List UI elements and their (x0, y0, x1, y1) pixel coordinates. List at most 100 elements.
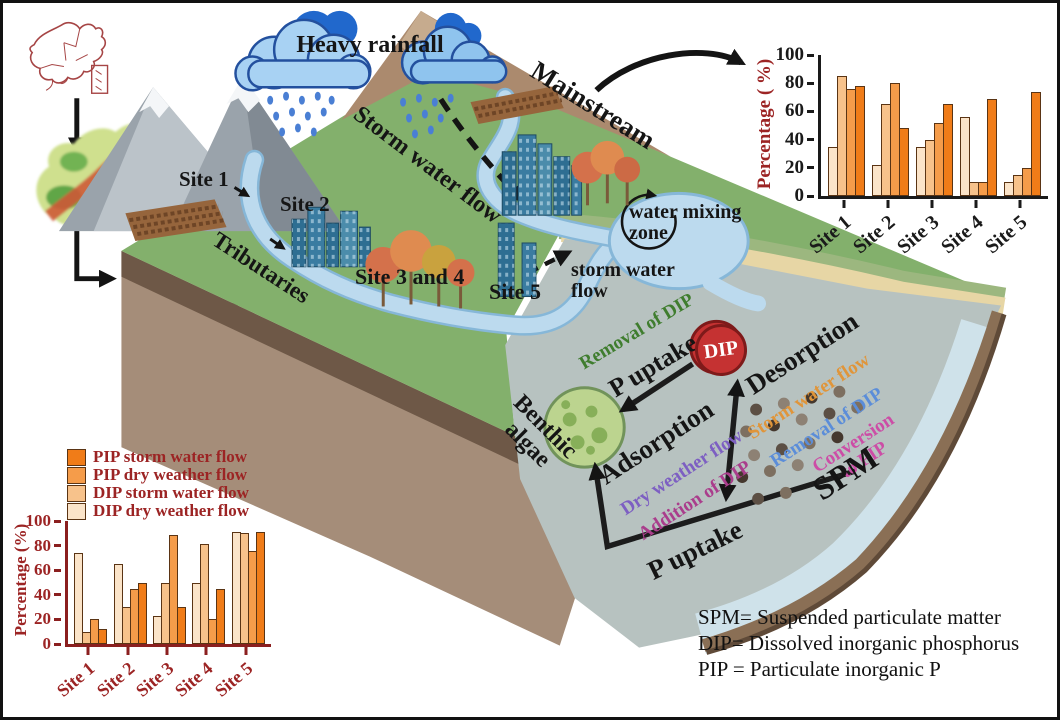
y-tick: 0 (43, 634, 61, 654)
x-tick (126, 647, 129, 655)
site2-buildings (291, 206, 371, 268)
river (233, 87, 767, 336)
bar-dip-dry-weather-flow (960, 117, 970, 196)
legend-item: PIP storm water flow (67, 447, 249, 467)
x-category-label: Site 1 (805, 211, 856, 259)
under-slab-soil-dark (705, 313, 1007, 655)
site-2-label: Site 2 (280, 192, 330, 216)
x-category-label: Site 3 (131, 658, 178, 701)
bar-dip-storm-water-flow (200, 544, 210, 644)
x-tick (974, 200, 977, 208)
water-mixing-line1: water mixing (629, 201, 742, 223)
bar-group (1004, 91, 1041, 196)
definition-spm: SPM= Suspended particulate matter (698, 605, 1001, 629)
y-tick: 40 (34, 585, 61, 605)
water-mixing-zone-label: water mixing zone (629, 202, 741, 244)
bar-group (113, 564, 147, 644)
grass-top (121, 70, 1006, 452)
bar-pip-storm-water-flow (255, 532, 265, 644)
bar-pip-storm-water-flow (176, 607, 186, 644)
bar-pip-storm-water-flow (899, 128, 909, 196)
water-column-slab (505, 239, 1002, 648)
x-tick (842, 200, 845, 208)
x-category-label: Site 4 (170, 658, 217, 701)
x-category-label: Site 2 (849, 211, 900, 259)
site5-buildings (497, 222, 537, 298)
y-tick: 0 (795, 185, 814, 207)
mainstream-percentage-chart: Percentage ( %) 0 20 40 60 80 100 Site 1 Site … (748, 31, 1057, 276)
x-category-label: Site 1 (52, 658, 99, 701)
bar-pip-storm-water-flow (1031, 91, 1041, 196)
landscape-block (121, 10, 1007, 655)
abbreviation-definitions: SPM= Suspended particulate matter DIP= D… (698, 604, 1019, 682)
legend-swatch (67, 448, 86, 466)
bar-group (916, 104, 953, 196)
legend-label: PIP dry weather flow (93, 465, 248, 484)
legend-item: PIP dry weather flow (67, 465, 249, 485)
legend-swatch (67, 466, 86, 484)
bar-pip-storm-water-flow (943, 104, 953, 196)
x-category-label: Site 5 (210, 658, 257, 701)
y-tick: 60 (34, 560, 61, 580)
x-tick (86, 647, 89, 655)
bar-group (74, 552, 108, 644)
bar-pip-storm-water-flow (855, 86, 865, 196)
legend-item: DIP storm water flow (67, 483, 249, 503)
y-axis-ticks: 0 20 40 60 80 100 (3, 511, 61, 653)
y-tick: 80 (785, 72, 814, 94)
watershed-scene (29, 10, 1007, 655)
y-tick: 40 (785, 129, 814, 151)
x-tick (244, 647, 247, 655)
spm-p-uptake-arrow (588, 461, 857, 550)
x-tick (930, 200, 933, 208)
bar-pip-storm-water-flow (987, 98, 997, 196)
storm-water-flow-small-label: storm water flow (571, 260, 675, 302)
x-tick (204, 647, 207, 655)
storm-water-small-line2: flow (571, 280, 608, 302)
autumn-trees-icon (365, 140, 641, 309)
mainstream-city-buildings (501, 134, 583, 216)
x-tick (165, 647, 168, 655)
site-3-and-4-label: Site 3 and 4 (355, 264, 465, 289)
adsorption-desorption-arrow (718, 378, 745, 503)
china-outline-map-icon (29, 21, 109, 94)
mainstream-to-chart-arrow (594, 48, 746, 93)
bar-group (152, 534, 186, 644)
legend-label: PIP storm water flow (93, 447, 248, 466)
bar-pip-storm-water-flow (98, 629, 108, 644)
site-5-label: Site 5 (489, 279, 541, 304)
storm-water-small-line1: storm water (571, 259, 675, 281)
y-tick: 20 (34, 609, 61, 629)
definition-dip: DIP= Dissolved inorganic phosphorus (698, 631, 1020, 655)
bar-pip-dry-weather-flow (168, 534, 178, 644)
city-buildings-icon (291, 134, 583, 298)
legend-swatch (67, 502, 86, 520)
y-tick: 20 (785, 157, 814, 179)
bar-group (960, 98, 997, 196)
bar-group (872, 83, 909, 196)
soil-face (121, 250, 598, 646)
x-tick (886, 200, 889, 208)
bar-pip-storm-water-flow (137, 582, 147, 644)
spm-particles-icon (736, 385, 864, 505)
farm-field-icon (125, 86, 564, 241)
raindrops-icon (267, 91, 454, 139)
legend-label: DIP storm water flow (93, 483, 249, 502)
bar-group (231, 532, 265, 644)
dem-to-block-arrow (74, 229, 117, 288)
y-axis-ticks: 0 20 40 60 80 100 (748, 44, 814, 206)
water-mixing-line2: zone (629, 222, 668, 244)
x-axis-labels: Site 1 Site 2 Site 3 Site 4 Site 5 (805, 200, 1045, 276)
bar-group (828, 76, 865, 196)
under-slab-soil (701, 310, 1005, 652)
x-category-label: Site 3 (893, 211, 944, 259)
x-tick (1018, 200, 1021, 208)
plot-area (818, 55, 1048, 199)
plot-area (65, 521, 271, 647)
x-category-label: Site 4 (937, 211, 988, 259)
definition-pip: PIP = Particulate inorganic P (698, 657, 941, 681)
tributaries-percentage-chart: PIP storm water flow PIP dry weather flow… (3, 443, 373, 717)
y-tick: 80 (34, 536, 61, 556)
legend-item: DIP dry weather flow (67, 501, 249, 521)
x-category-label: Site 2 (92, 658, 139, 701)
